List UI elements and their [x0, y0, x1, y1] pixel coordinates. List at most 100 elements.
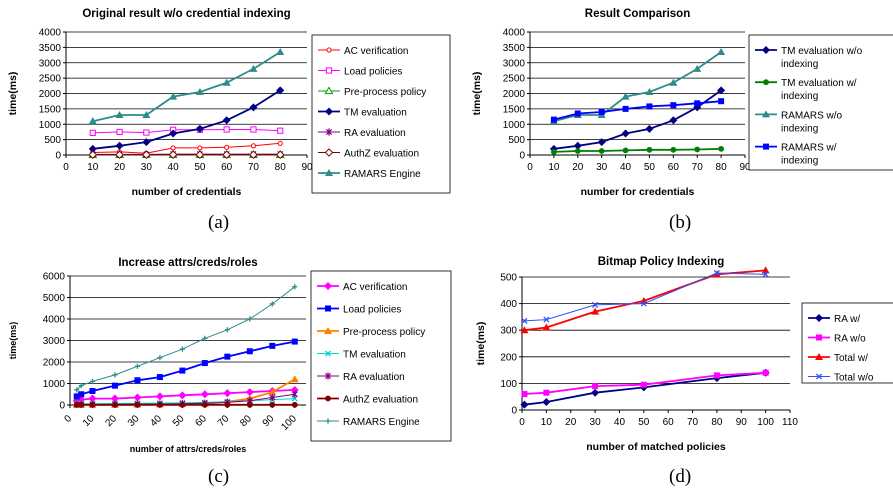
data-point — [223, 126, 230, 133]
data-point — [646, 103, 653, 110]
data-point — [170, 145, 176, 151]
data-point — [179, 346, 185, 352]
data-point — [73, 393, 80, 400]
legend-label-line: RAMARS w/ — [781, 143, 837, 154]
data-point — [115, 141, 124, 150]
legend-label-line: TM evaluation w/o — [781, 46, 863, 57]
data-point — [550, 116, 557, 123]
legend-swatch-marker — [815, 353, 823, 360]
data-point — [276, 86, 285, 95]
y-tick-label: 300 — [500, 326, 517, 337]
data-point — [202, 335, 208, 341]
data-point — [591, 307, 600, 315]
data-point — [622, 105, 629, 112]
data-point — [197, 145, 203, 151]
data-point — [224, 353, 231, 360]
series-line — [92, 51, 281, 123]
x-tick-label: 90 — [301, 162, 313, 173]
caption-c: (c) — [208, 466, 230, 487]
y-tick-label: 3500 — [503, 43, 526, 54]
chart-title: Original result w/o credential indexing — [82, 8, 290, 20]
legend-label: TM evaluation w/indexing — [781, 78, 857, 102]
legend-item: AuthZ evaluation — [318, 148, 419, 160]
series-5 — [73, 401, 298, 408]
y-axis-label: time(ms) — [7, 72, 19, 116]
y-tick-label: 2000 — [503, 89, 526, 100]
series-line — [92, 129, 281, 134]
y-tick-label: 500 — [500, 273, 517, 284]
x-tick-label: 100 — [279, 413, 299, 433]
series-line — [553, 147, 722, 153]
x-tick-label: 30 — [126, 413, 142, 429]
data-point — [89, 388, 96, 395]
legend-swatch-marker — [325, 128, 333, 136]
chart-title: Bitmap Policy Indexing — [598, 256, 725, 268]
y-tick-label: 0 — [55, 151, 61, 162]
data-point — [115, 111, 124, 119]
legend-label: RA evaluation — [343, 372, 405, 383]
data-point — [520, 400, 529, 409]
data-point — [291, 390, 298, 398]
legend-label: Load policies — [344, 67, 402, 78]
data-point — [246, 348, 253, 355]
chart-title: Result Comparison — [585, 8, 690, 20]
data-point — [574, 110, 581, 117]
data-point — [597, 138, 606, 147]
legend-swatch-marker — [763, 79, 769, 86]
data-point — [646, 146, 653, 153]
legend-item: TM evaluation — [317, 350, 406, 361]
x-tick-label: 60 — [193, 413, 209, 429]
data-point — [201, 360, 208, 367]
legend-item: Pre-process policy — [318, 86, 426, 98]
data-point — [249, 64, 258, 72]
x-tick-label: 30 — [590, 417, 602, 428]
y-tick-label: 2500 — [39, 74, 62, 85]
data-point — [713, 372, 720, 379]
data-point — [222, 150, 231, 159]
data-point — [88, 150, 98, 159]
x-tick-label: 10 — [87, 162, 99, 173]
x-tick-label: 10 — [81, 413, 97, 429]
data-point — [200, 390, 209, 399]
caption-d: (d) — [669, 466, 692, 487]
x-tick-label: 70 — [248, 162, 260, 173]
data-point — [78, 401, 85, 408]
data-point — [645, 87, 654, 95]
legend-label: AC verification — [344, 46, 408, 57]
data-point — [598, 148, 605, 154]
data-point — [277, 127, 284, 134]
legend-label-line: indexing — [781, 156, 818, 167]
data-point — [291, 401, 298, 408]
caption-b: (b) — [669, 212, 692, 233]
y-tick-label: 1000 — [43, 379, 66, 390]
x-tick-label: 50 — [638, 417, 650, 428]
data-point — [78, 391, 85, 398]
data-point — [291, 338, 298, 345]
x-tick-label: 50 — [194, 162, 206, 173]
series-line — [524, 371, 766, 395]
y-tick-label: 4000 — [43, 315, 66, 326]
legend-swatch-marker — [325, 395, 331, 402]
y-tick-label: 3000 — [43, 336, 66, 347]
data-point — [224, 327, 230, 333]
data-point — [116, 128, 123, 136]
legend-swatch-marker — [324, 86, 334, 95]
y-tick-label: 2000 — [39, 89, 62, 100]
data-point — [110, 394, 119, 403]
x-tick-label: 60 — [663, 417, 675, 428]
y-tick-label: 4000 — [39, 28, 62, 39]
x-tick-label: 90 — [739, 162, 751, 173]
series-line — [553, 100, 722, 121]
data-point — [156, 374, 163, 381]
data-point — [521, 317, 528, 324]
x-tick-label: 60 — [221, 162, 233, 173]
y-tick-label: 1000 — [39, 120, 62, 131]
data-point — [574, 148, 581, 154]
data-point — [247, 316, 253, 322]
legend-swatch-marker — [325, 169, 333, 176]
legend-swatch-marker — [325, 107, 333, 116]
data-point — [573, 141, 582, 150]
legend-item: RA w/o — [808, 334, 866, 345]
legend-item: Total w/o — [808, 373, 874, 384]
